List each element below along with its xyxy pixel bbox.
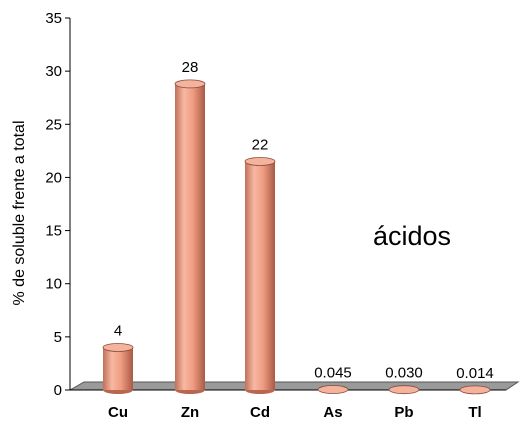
bars bbox=[102, 79, 491, 395]
bar-top bbox=[388, 385, 420, 395]
bar-pb bbox=[388, 385, 420, 395]
y-axis-label: % de soluble frente a total bbox=[11, 120, 28, 305]
bar-top bbox=[102, 343, 134, 352]
y-tick-label: 0 bbox=[54, 382, 62, 399]
category-label-cd: Cd bbox=[250, 404, 270, 421]
bar-as bbox=[317, 385, 349, 394]
bar-body-front bbox=[175, 83, 205, 390]
bar-top bbox=[244, 157, 276, 166]
category-label-cu: Cu bbox=[108, 404, 128, 421]
bar-top bbox=[459, 385, 491, 395]
data-label-zn: 28 bbox=[182, 59, 199, 76]
y-tick-label: 5 bbox=[54, 329, 62, 346]
y-tick-label: 20 bbox=[45, 169, 62, 186]
labels: 4 Cu 28 Zn 22 Cd 0.045 As 0.030 Pb 0.014 Tl bbox=[108, 59, 494, 421]
chart-annotation: ácidos bbox=[373, 221, 451, 251]
floor-plane bbox=[68, 381, 520, 391]
y-tick-label: 10 bbox=[45, 276, 62, 293]
bar-cd bbox=[244, 157, 276, 394]
category-label-zn: Zn bbox=[181, 404, 199, 421]
chart-floor bbox=[68, 381, 520, 391]
y-axis: 0 5 10 15 20 25 30 35 bbox=[45, 10, 506, 399]
bar-top bbox=[174, 79, 206, 89]
y-tick-label: 35 bbox=[45, 10, 62, 27]
y-tick-label: 30 bbox=[45, 63, 62, 80]
y-tick-label: 25 bbox=[45, 116, 62, 133]
bar-zn bbox=[174, 79, 206, 394]
category-label-tl: Tl bbox=[468, 404, 481, 421]
bar-top bbox=[317, 385, 349, 394]
data-label-cd: 22 bbox=[252, 136, 269, 153]
bar-tl bbox=[459, 385, 491, 395]
data-label-cu: 4 bbox=[114, 322, 122, 339]
data-label-tl: 0.014 bbox=[456, 365, 494, 382]
data-label-as: 0.045 bbox=[314, 365, 352, 382]
bar-body-front bbox=[103, 347, 133, 390]
bar-body-front bbox=[245, 161, 275, 390]
data-label-pb: 0.030 bbox=[385, 365, 423, 382]
bar-cu bbox=[102, 343, 134, 394]
y-tick-label: 15 bbox=[45, 223, 62, 240]
category-label-as: As bbox=[323, 404, 342, 421]
category-label-pb: Pb bbox=[394, 404, 413, 421]
